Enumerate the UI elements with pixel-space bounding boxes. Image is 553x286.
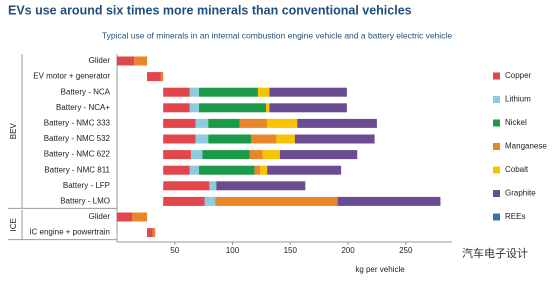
bar-segment <box>294 134 375 144</box>
legend-label: Nickel <box>505 118 527 127</box>
bar-segment <box>163 196 205 206</box>
y-tick-label: Battery - NCA+ <box>56 103 110 112</box>
bar-segment <box>267 165 342 175</box>
bar-segment <box>163 150 191 160</box>
bar-segment <box>199 103 267 113</box>
bar-segment <box>134 56 148 66</box>
y-tick-label: Battery - LMO <box>60 197 110 206</box>
bar-segment <box>257 87 270 97</box>
bar-segment <box>199 87 258 97</box>
legend-label: Copper <box>505 71 532 80</box>
bar-segment <box>195 118 209 128</box>
bar-segment <box>269 103 347 113</box>
bar-segment <box>163 181 210 191</box>
legend-swatch <box>493 119 500 127</box>
bar-segment <box>117 212 133 222</box>
y-tick-label: EV motor + generator <box>33 72 110 81</box>
bar-segment <box>195 134 209 144</box>
bar-segment <box>204 196 216 206</box>
y-tick-label: Glider <box>89 56 111 65</box>
x-axis-label: kg per vehicle <box>355 265 405 274</box>
bar-segment <box>189 165 200 175</box>
bar-segment <box>239 118 268 128</box>
bar-segment <box>269 87 347 97</box>
x-tick-label: 100 <box>226 246 240 255</box>
y-tick-label: Battery - NMC 532 <box>44 134 111 143</box>
bar-segment <box>209 181 217 191</box>
legend-label: REEs <box>505 212 525 221</box>
y-tick-label: Battery - NMC 811 <box>44 165 110 174</box>
watermark: 汽车电子设计 <box>462 246 528 260</box>
bar-segment <box>215 196 338 206</box>
x-tick-label: 250 <box>399 246 413 255</box>
bar-segment <box>163 118 196 128</box>
x-tick-label: 50 <box>170 246 179 255</box>
chart-title: EVs use around six times more minerals t… <box>8 3 412 17</box>
bar-segment <box>251 134 277 144</box>
bar-segment <box>267 118 298 128</box>
x-tick-label: 200 <box>341 246 355 255</box>
y-tick-label: Battery - NMC 622 <box>44 150 111 159</box>
bar-segment <box>152 228 156 238</box>
bar-segment <box>262 150 280 160</box>
x-tick-label: 150 <box>284 246 298 255</box>
legend-swatch <box>493 213 500 221</box>
bar-segment <box>260 165 268 175</box>
bar-segment <box>208 134 251 144</box>
bar-segment <box>163 87 190 97</box>
bar-segment <box>249 150 263 160</box>
bar-segment <box>297 118 377 128</box>
bar-segment <box>276 134 295 144</box>
bar-segment <box>163 165 190 175</box>
legend-label: Manganese <box>505 142 547 151</box>
bar-segment <box>202 150 250 160</box>
bar-segment <box>189 103 200 113</box>
y-tick-label: Glider <box>89 212 111 221</box>
bar-segment <box>160 72 164 82</box>
y-tick-label: Battery - LFP <box>63 181 110 190</box>
bar-segment <box>266 103 270 113</box>
bar-segment <box>199 165 255 175</box>
bar-segment <box>163 103 190 113</box>
y-tick-label: Battery - NMC 333 <box>44 119 111 128</box>
chart-subtitle: Typical use of minerals in an internal c… <box>102 30 452 40</box>
legend-swatch <box>493 72 500 80</box>
bar-segment <box>190 150 203 160</box>
bar-segment <box>147 228 153 238</box>
bar-segment <box>254 165 261 175</box>
group-label: BEV <box>9 123 18 140</box>
bar-segment <box>279 150 358 160</box>
legend-swatch <box>493 190 500 197</box>
legend-swatch <box>493 96 500 103</box>
bar-segment <box>189 87 200 97</box>
bar-segment <box>337 196 441 206</box>
y-tick-label: IC engine + powertrain <box>29 228 110 237</box>
legend-label: Lithium <box>505 95 531 104</box>
bar-segment <box>163 134 196 144</box>
y-tick-label: Battery - NCA <box>61 87 111 96</box>
bar-segment <box>147 72 161 82</box>
legend-swatch <box>493 143 500 150</box>
group-label: ICE <box>9 218 18 231</box>
legend-label: Cobalt <box>505 165 529 174</box>
bar-segment <box>208 118 240 128</box>
bar-segment <box>132 212 148 222</box>
legend-swatch <box>493 166 500 174</box>
bar-segment <box>117 56 135 66</box>
legend-label: Graphite <box>505 189 536 198</box>
bar-segment <box>216 181 306 191</box>
